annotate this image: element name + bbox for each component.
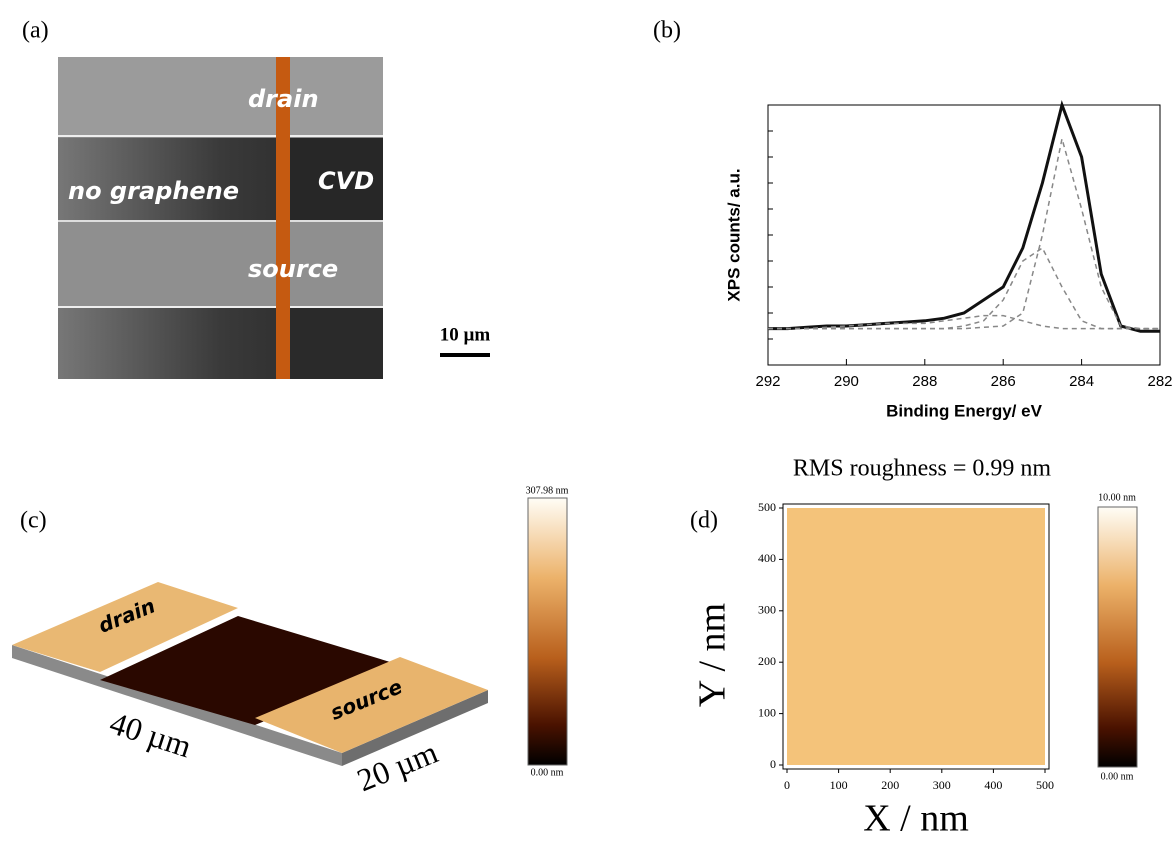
colorbar-label: 307.98 nm <box>526 485 569 496</box>
x-tick-label: 292 <box>755 373 780 390</box>
colorbar <box>1097 506 1138 768</box>
label: CVD graphene <box>318 167 512 195</box>
y-axis-label: XPS counts/ a.u. <box>724 168 743 301</box>
xps-line <box>768 138 1160 330</box>
x-tick-label: 0 <box>784 778 790 792</box>
afm-image <box>787 508 1045 765</box>
x-tick-label: 500 <box>1036 778 1054 792</box>
panel-label: (b) <box>653 18 681 44</box>
chart-title: RMS roughness = 0.99 nm <box>793 456 1052 482</box>
x-tick-label: 100 <box>830 778 848 792</box>
x-tick-label: 286 <box>991 373 1016 390</box>
x-tick-label: 288 <box>912 373 937 390</box>
y-axis-label: Y / nm <box>692 603 734 707</box>
x-tick-label: 300 <box>933 778 951 792</box>
colorbar-label: 10.00 nm <box>1098 492 1136 503</box>
panel-label: (d) <box>690 508 718 534</box>
panel-label: (a) <box>22 18 49 44</box>
plot-frame <box>782 503 1050 770</box>
afm-3d: drain source 40 µm 20 µm 307.98 nm 0.00 … <box>12 485 569 798</box>
label: no graphene <box>68 177 239 205</box>
colorbar-label: 0.00 nm <box>1101 771 1134 782</box>
label: source <box>248 255 338 283</box>
panel-label: (c) <box>20 508 47 534</box>
y-tick-label: 100 <box>758 705 776 719</box>
y-tick-label: 400 <box>758 551 776 565</box>
x-axis-label: X / nm <box>863 798 969 840</box>
x-tick-label: 400 <box>984 778 1002 792</box>
sem-panel: drain CVD graphene no graphene source 10… <box>58 57 518 379</box>
y-tick-label: 500 <box>758 500 776 514</box>
y-tick-label: 0 <box>770 757 776 771</box>
y-tick-label: 300 <box>758 603 776 617</box>
x-tick-label: 284 <box>1069 373 1094 390</box>
xps-line <box>768 314 1160 330</box>
y-tick-label: 200 <box>758 654 776 668</box>
xps-line <box>768 99 1160 333</box>
x-tick-label: 282 <box>1147 373 1172 390</box>
label: drain <box>248 85 319 113</box>
scale-bar-label: 10 µm <box>440 324 491 345</box>
x-tick-label: 200 <box>881 778 899 792</box>
xps-line <box>768 246 1160 330</box>
x-axis-label: Binding Energy/ eV <box>886 401 1043 420</box>
x-tick-label: 290 <box>834 373 859 390</box>
colorbar-label: 0.00 nm <box>531 767 564 778</box>
